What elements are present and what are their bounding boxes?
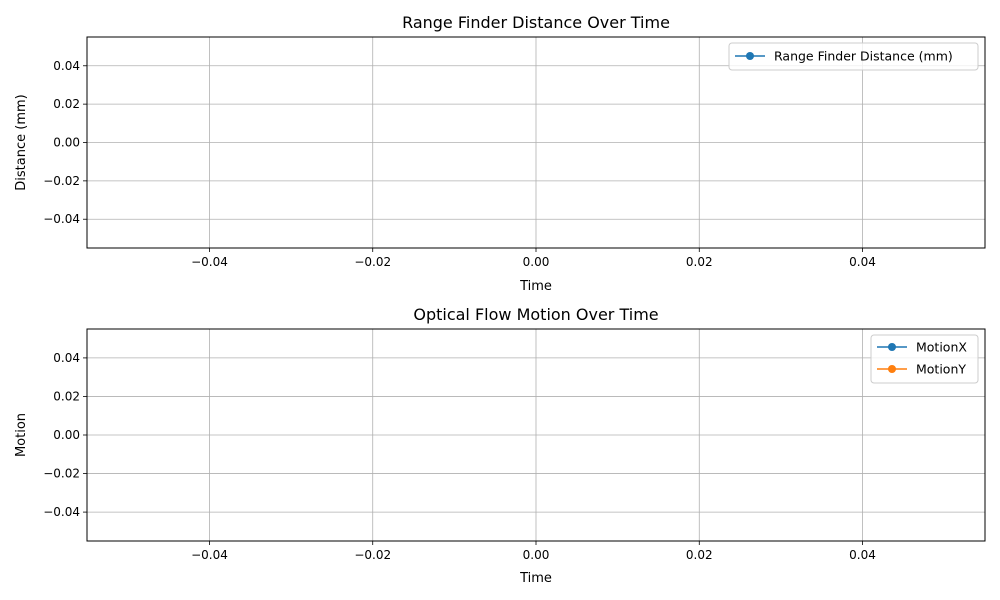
legend-label-motionx: MotionX [916, 340, 967, 355]
y-tick-label: 0.04 [53, 351, 80, 365]
subplot-optical-flow: Optical Flow Motion Over Time −0.04 −0.02… [14, 305, 986, 586]
y-axis-ticks: −0.04 −0.02 0.00 0.02 0.04 [43, 351, 87, 519]
legend[interactable]: Range Finder Distance (mm) [728, 42, 979, 71]
y-axis-ticks: −0.04 −0.02 0.00 0.02 0.04 [43, 59, 87, 226]
x-axis-label: Time [519, 279, 552, 294]
x-tick-label: 0.02 [686, 255, 713, 269]
chart-title: Range Finder Distance Over Time [402, 13, 670, 32]
y-tick-label: 0.04 [53, 59, 80, 73]
x-axis-ticks: −0.04 −0.02 0.00 0.02 0.04 [191, 248, 876, 269]
y-axis-label: Motion [14, 413, 29, 457]
y-tick-label: 0.02 [53, 389, 80, 403]
grid [87, 329, 985, 541]
y-tick-label: −0.02 [43, 174, 80, 188]
subplot-range-finder: Range Finder Distance Over Time −0.04 −0.… [14, 13, 986, 294]
x-tick-label: 0.00 [523, 255, 550, 269]
legend-marker-motiony [888, 365, 896, 373]
x-tick-label: −0.02 [354, 255, 391, 269]
x-axis-ticks: −0.04 −0.02 0.00 0.02 0.04 [191, 541, 876, 562]
y-tick-label: 0.00 [53, 428, 80, 442]
x-tick-label: 0.00 [523, 548, 550, 562]
y-tick-label: 0.02 [53, 97, 80, 111]
y-axis-label: Distance (mm) [14, 94, 29, 190]
legend-box [728, 42, 979, 71]
y-tick-label: −0.02 [43, 467, 80, 481]
x-tick-label: −0.04 [191, 255, 228, 269]
x-tick-label: 0.04 [849, 255, 876, 269]
y-tick-label: 0.00 [53, 136, 80, 150]
x-tick-label: −0.02 [354, 548, 391, 562]
x-tick-label: 0.02 [686, 548, 713, 562]
x-axis-label: Time [519, 571, 552, 586]
y-tick-label: −0.04 [43, 505, 80, 519]
legend-label-range-finder: Range Finder Distance (mm) [774, 49, 953, 64]
y-tick-label: −0.04 [43, 212, 80, 226]
x-tick-label: −0.04 [191, 548, 228, 562]
legend-marker-range-finder [746, 52, 754, 60]
x-tick-label: 0.04 [849, 548, 876, 562]
chart-title: Optical Flow Motion Over Time [413, 305, 658, 324]
legend[interactable]: MotionX MotionY [870, 334, 979, 384]
legend-marker-motionx [888, 343, 896, 351]
legend-label-motiony: MotionY [916, 362, 966, 377]
